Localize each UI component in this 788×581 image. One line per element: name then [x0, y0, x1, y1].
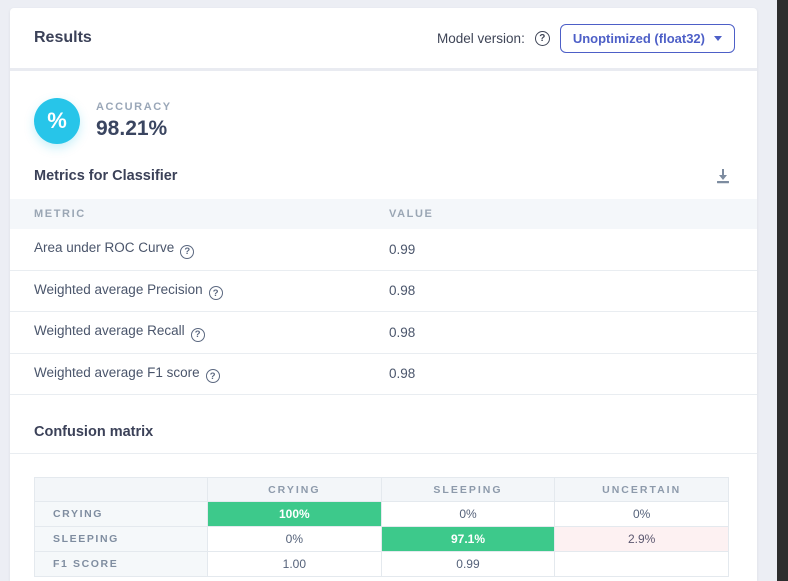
metric-name: Weighted average Precision: [34, 281, 203, 297]
corner-cell: [34, 477, 208, 502]
matrix-cell: 2.9%: [554, 526, 729, 552]
model-version-dropdown-value: Unoptimized (float32): [572, 30, 705, 46]
window-edge-strip: [777, 0, 788, 581]
metric-help-icon[interactable]: [208, 286, 223, 300]
matrix-cell: [554, 551, 729, 577]
metric-help-icon[interactable]: [180, 244, 195, 259]
metrics-title: Metrics for Classifier: [34, 168, 178, 184]
metric-value: 0.99: [365, 229, 757, 271]
matrix-cell: 0%: [207, 526, 382, 552]
accuracy-summary: % ACCURACY 98.21%: [10, 71, 757, 160]
model-version-label: Model version:: [437, 30, 525, 46]
metric-help-icon[interactable]: [190, 327, 205, 342]
table-row: SLEEPING 0% 97.1% 2.9%: [34, 526, 729, 552]
metric-name: Area under ROC Curve: [34, 240, 175, 255]
metrics-col-metric: METRIC: [10, 199, 365, 229]
table-row: CRYING 100% 0% 0%: [34, 501, 729, 527]
table-row: Weighted average Recall 0.98: [10, 311, 757, 354]
matrix-cell: 0%: [554, 501, 729, 527]
metrics-section-header: Metrics for Classifier: [10, 160, 757, 199]
matrix-cell: 1.00: [207, 551, 382, 577]
row-label: CRYING: [34, 501, 208, 527]
confusion-matrix-container: CRYING SLEEPING UNCERTAIN CRYING 100% 0%…: [10, 454, 757, 581]
accuracy-label: ACCURACY: [96, 101, 172, 113]
column-header: UNCERTAIN: [554, 477, 729, 502]
matrix-cell: 0.99: [380, 551, 556, 577]
model-version-help-icon[interactable]: [534, 30, 550, 46]
confusion-matrix-title: Confusion matrix: [34, 424, 154, 440]
column-header: SLEEPING: [380, 477, 556, 502]
model-version-dropdown[interactable]: Unoptimized (float32): [559, 23, 735, 53]
metrics-col-value: VALUE: [365, 199, 757, 229]
table-row: Area under ROC Curve 0.99: [10, 229, 757, 271]
metrics-table: METRIC VALUE Area under ROC Curve 0.99 W…: [10, 199, 757, 395]
page-title: Results: [34, 29, 92, 46]
accuracy-text: ACCURACY 98.21%: [96, 101, 172, 141]
results-header: Results Model version: Unoptimized (floa…: [10, 8, 757, 71]
table-row: F1 SCORE 1.00 0.99: [34, 551, 729, 577]
matrix-cell: 100%: [207, 501, 382, 527]
metrics-table-header-row: METRIC VALUE: [10, 199, 757, 229]
confusion-matrix-section-header: Confusion matrix: [10, 395, 757, 454]
metric-value: 0.98: [365, 270, 757, 312]
results-panel: Results Model version: Unoptimized (floa…: [10, 8, 757, 581]
percent-icon: %: [34, 98, 80, 144]
row-label: F1 SCORE: [34, 551, 208, 577]
table-row: Weighted average F1 score 0.98: [10, 353, 757, 395]
metric-value: 0.98: [365, 311, 757, 354]
metric-help-icon[interactable]: [205, 369, 220, 383]
metric-value: 0.98: [365, 353, 757, 395]
column-header: CRYING: [207, 477, 382, 502]
download-icon: [715, 168, 731, 184]
model-version-controls: Model version: Unoptimized (float32): [437, 23, 735, 53]
accuracy-value: 98.21%: [96, 117, 168, 140]
metric-name: Weighted average Recall: [34, 323, 185, 338]
confusion-matrix-header-row: CRYING SLEEPING UNCERTAIN: [34, 477, 729, 502]
confusion-matrix-table: CRYING SLEEPING UNCERTAIN CRYING 100% 0%…: [34, 477, 729, 577]
matrix-cell: 0%: [380, 501, 556, 527]
chevron-down-icon: [714, 35, 722, 41]
row-label: SLEEPING: [34, 526, 208, 552]
matrix-cell: 97.1%: [380, 526, 556, 552]
download-metrics-button[interactable]: [713, 166, 733, 186]
table-row: Weighted average Precision 0.98: [10, 270, 757, 312]
metric-name: Weighted average F1 score: [34, 364, 200, 380]
